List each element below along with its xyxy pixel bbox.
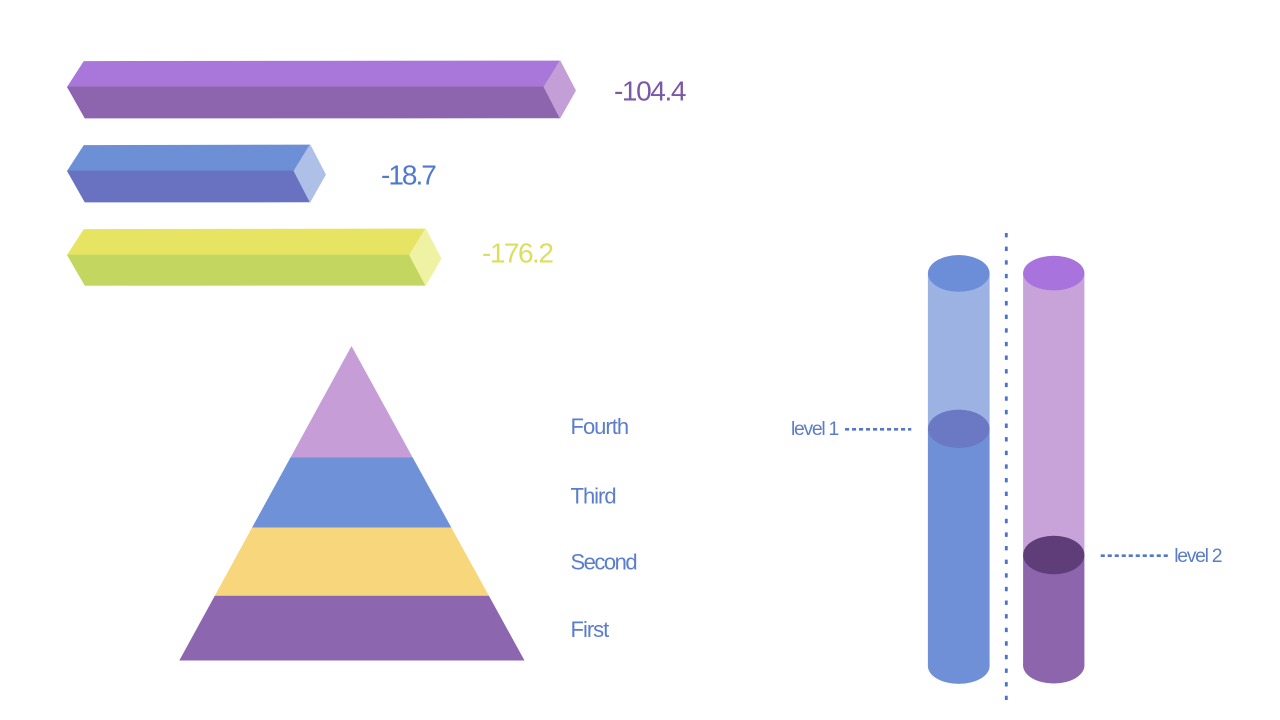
svg-text:level 1: level 1	[791, 418, 838, 440]
svg-text:-176.2: -176.2	[482, 238, 553, 269]
svg-text:-104.4: -104.4	[614, 76, 686, 107]
svg-text:First: First	[571, 617, 610, 642]
svg-text:-18.7: -18.7	[381, 159, 436, 190]
svg-text:Fourth: Fourth	[571, 414, 629, 439]
svg-text:Second: Second	[571, 550, 637, 575]
svg-text:Third: Third	[571, 484, 616, 509]
svg-text:level 2: level 2	[1174, 545, 1221, 567]
